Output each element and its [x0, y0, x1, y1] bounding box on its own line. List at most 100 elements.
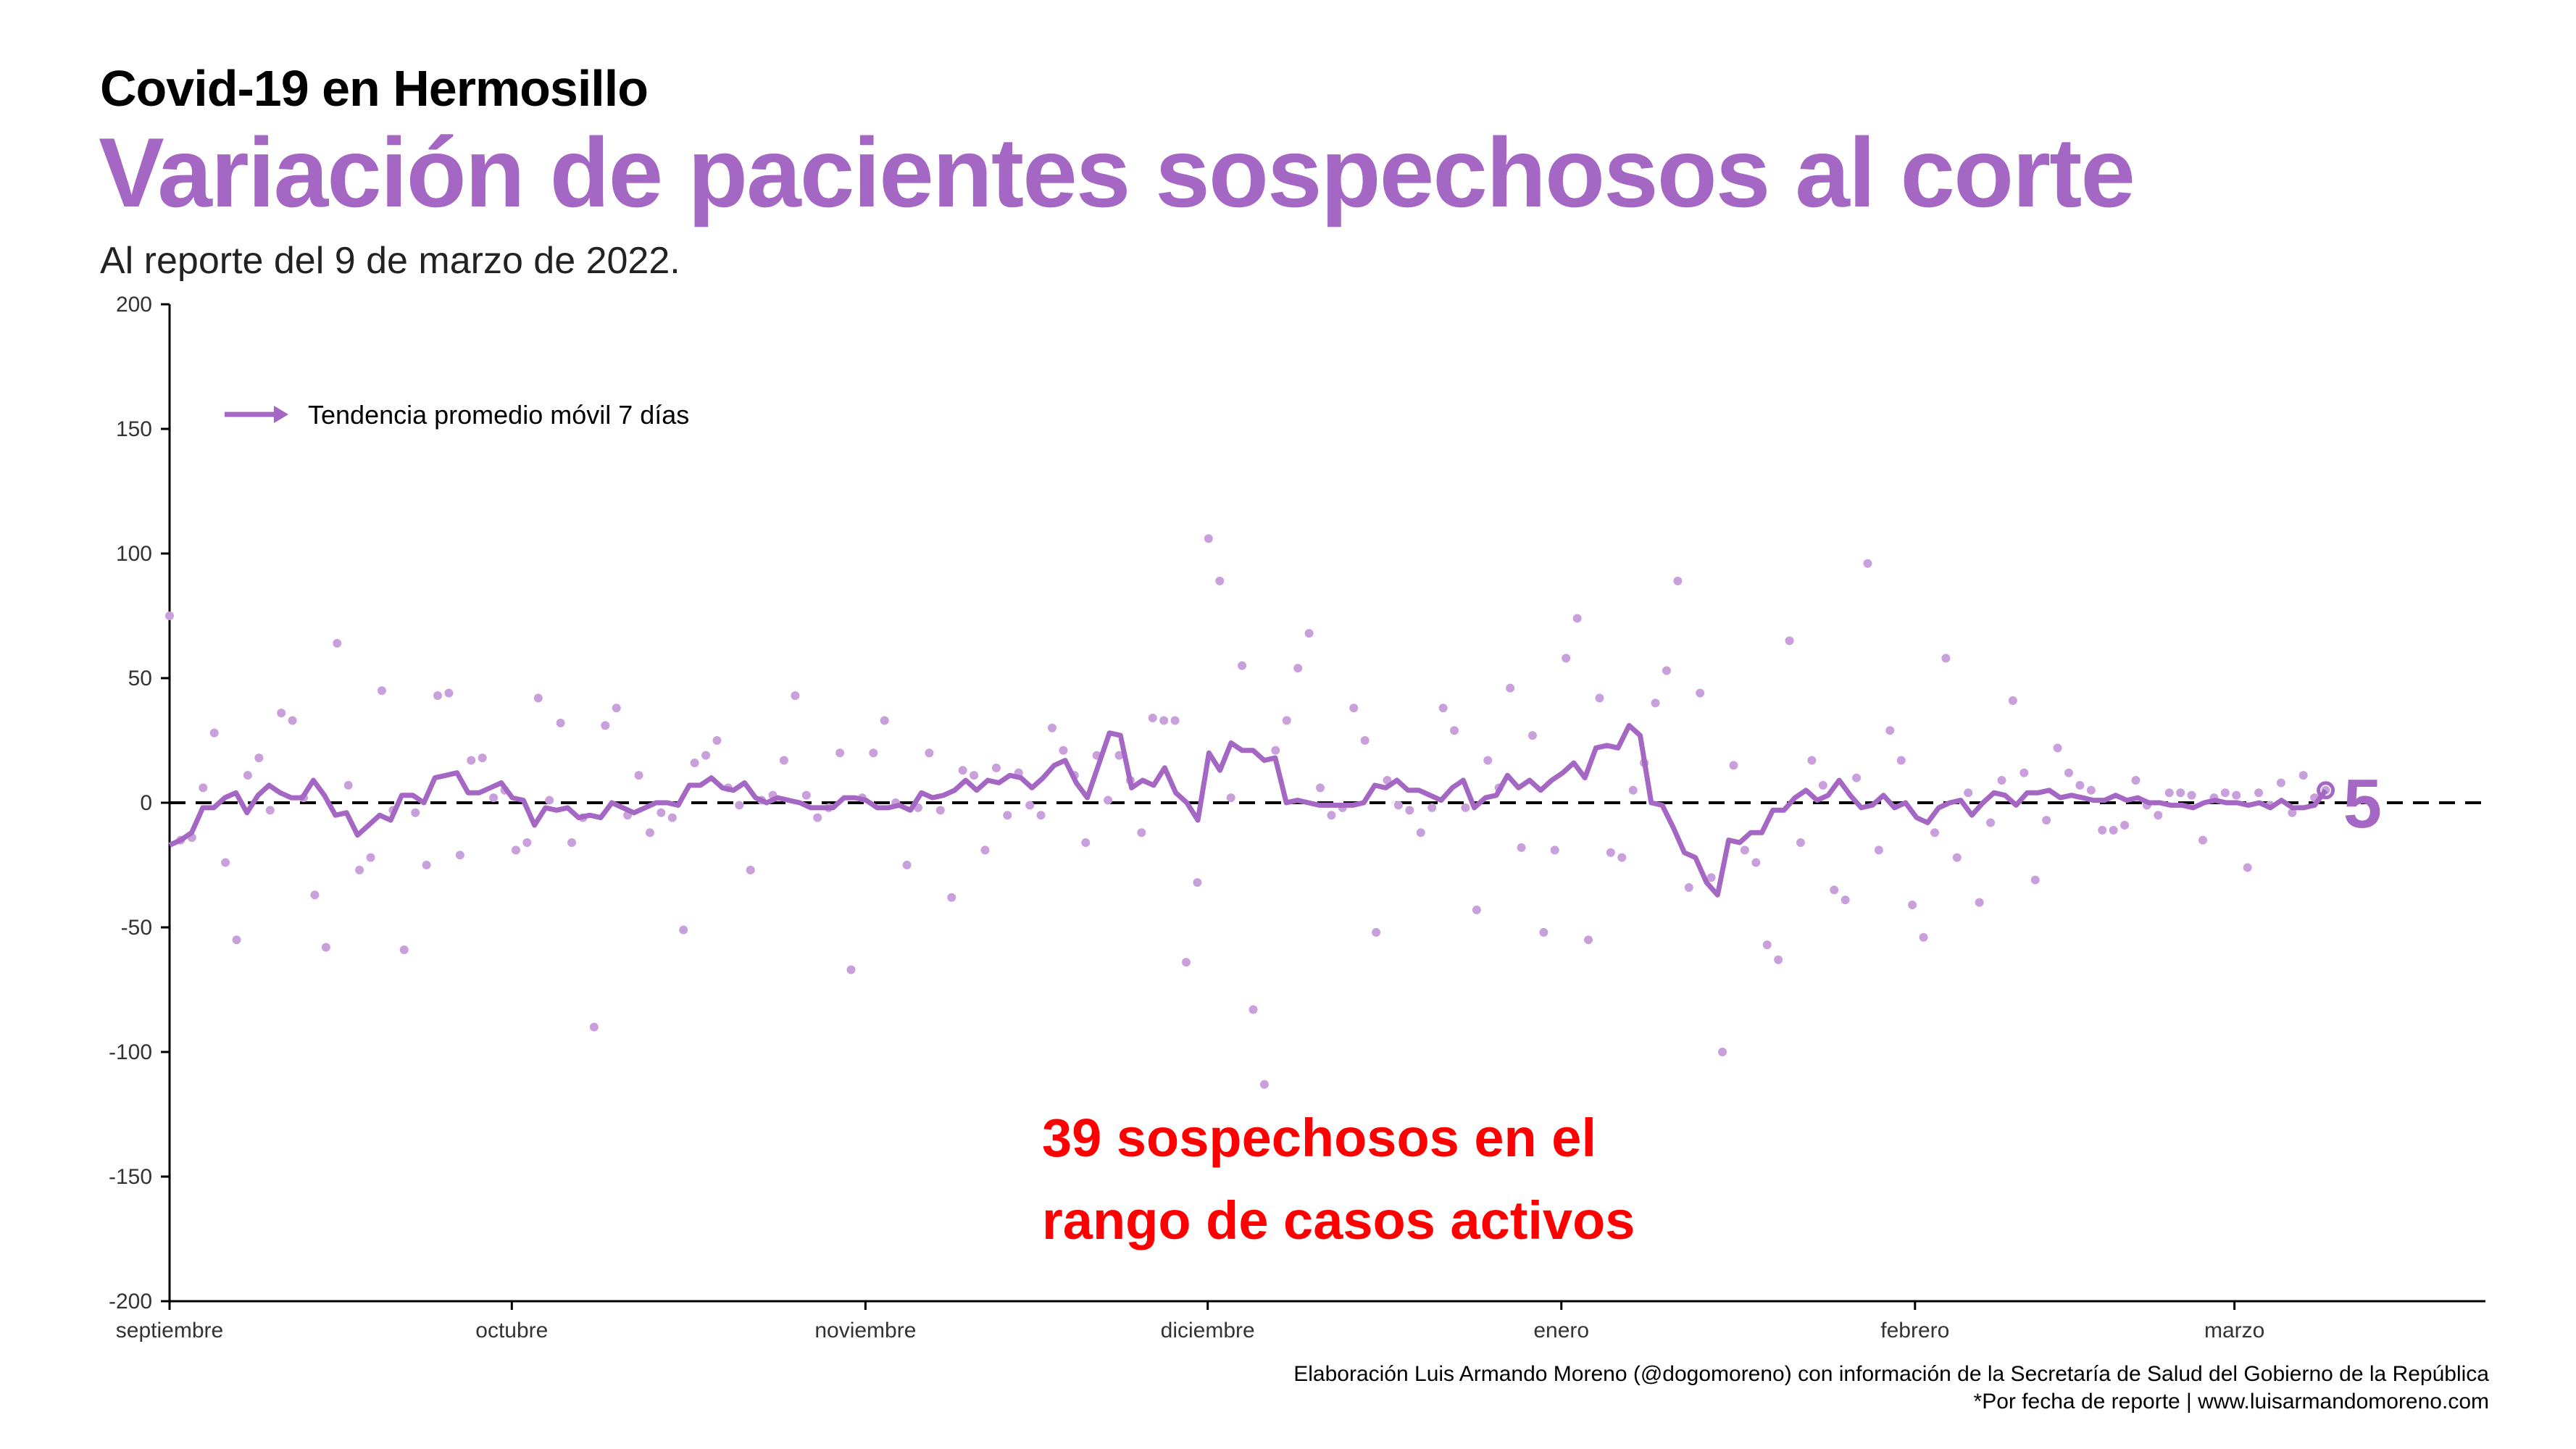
annotation-line-2: rango de casos activos [1042, 1190, 1635, 1250]
data-point [1427, 803, 1437, 812]
data-point [958, 766, 967, 775]
data-point [511, 845, 520, 855]
data-point [880, 716, 889, 725]
data-point [533, 693, 543, 703]
data-point [1908, 901, 1917, 910]
credit-line-2: *Por fecha de reporte | www.luisarmandom… [1973, 1390, 2489, 1413]
data-point [422, 861, 431, 869]
data-point [1997, 776, 2006, 785]
data-point [2232, 790, 2241, 800]
data-point [2131, 776, 2141, 785]
data-point [1472, 905, 1481, 914]
data-point [1226, 793, 1235, 803]
data-point [1282, 716, 1291, 725]
data-point [1204, 534, 1213, 543]
data-point [1874, 845, 1883, 855]
data-point [1539, 927, 1548, 937]
data-point [634, 771, 643, 780]
data-point [1405, 806, 1414, 815]
data-point [1930, 828, 1939, 838]
data-point [1327, 811, 1336, 820]
data-point [377, 686, 386, 696]
data-point [1047, 723, 1056, 732]
data-point [1852, 773, 1862, 782]
y-ticks: 200 150 100 50 0 -50 -100 -150 -200 [109, 293, 170, 1314]
data-point [1684, 882, 1693, 892]
data-point [1249, 1005, 1258, 1014]
data-point [746, 865, 755, 874]
data-point [1718, 1048, 1727, 1056]
data-point [991, 763, 1001, 772]
data-point [1863, 559, 1872, 568]
data-point [791, 691, 800, 701]
data-point [1706, 873, 1716, 882]
data-point [467, 756, 476, 765]
data-point [1818, 780, 1827, 790]
data-point [1628, 785, 1638, 795]
data-point [2154, 811, 2163, 820]
data-point [1885, 726, 1895, 735]
data-point [1193, 878, 1202, 888]
data-point [2164, 788, 2174, 798]
data-point [1483, 756, 1493, 765]
data-point [545, 796, 554, 805]
data-point [1304, 629, 1314, 638]
data-point [1372, 927, 1381, 937]
data-point [1081, 838, 1091, 848]
data-point [1393, 801, 1403, 810]
data-point [2075, 780, 2085, 790]
data-point [522, 838, 532, 848]
data-point [2120, 820, 2130, 830]
data-point [690, 758, 699, 767]
y-tick-label: 200 [116, 293, 152, 317]
data-point [1696, 688, 1705, 698]
x-tick-label: octubre [475, 1319, 548, 1342]
data-point [556, 718, 565, 727]
data-point [835, 748, 845, 758]
data-point [1148, 714, 1157, 723]
data-point [947, 893, 956, 902]
data-point [2086, 785, 2096, 795]
data-point [221, 858, 230, 867]
data-point [2030, 875, 2040, 885]
data-point [1416, 828, 1425, 838]
data-point [2176, 788, 2185, 798]
data-point [310, 890, 320, 900]
data-point [1527, 731, 1537, 740]
data-point [2298, 771, 2308, 780]
data-point [589, 1022, 599, 1032]
credit-line-1: Elaboración Luis Armando Moreno (@dogomo… [1293, 1362, 2489, 1386]
legend-label: Tendencia promedio móvil 7 días [308, 400, 689, 430]
data-point [980, 845, 990, 855]
data-point [1517, 843, 1526, 852]
data-point [701, 751, 711, 760]
data-point [1316, 783, 1325, 793]
end-value-label: 5 [2343, 765, 2382, 843]
y-tick-label: -50 [121, 916, 152, 940]
data-point [1461, 803, 1470, 812]
data-point [209, 728, 219, 738]
data-point [667, 813, 677, 822]
data-point [902, 861, 912, 869]
data-point [1651, 698, 1660, 708]
data-point [1762, 940, 1772, 950]
data-point [1114, 751, 1124, 760]
data-point [1807, 756, 1817, 765]
data-point [679, 925, 688, 935]
data-point [2042, 816, 2051, 825]
data-point [1259, 1080, 1269, 1089]
data-point [1170, 716, 1180, 725]
data-point [1137, 828, 1146, 838]
data-point [411, 808, 420, 817]
data-point [1796, 838, 1805, 848]
data-point [1360, 736, 1370, 745]
data-point [1729, 761, 1738, 770]
data-point [433, 691, 443, 701]
data-point [277, 709, 286, 718]
data-point [2276, 778, 2285, 788]
data-point [2053, 743, 2062, 753]
data-point [2198, 835, 2207, 845]
data-point [1606, 848, 1615, 857]
chart-title: Covid-19 en Hermosillo [100, 60, 649, 117]
data-point [1975, 898, 1984, 907]
